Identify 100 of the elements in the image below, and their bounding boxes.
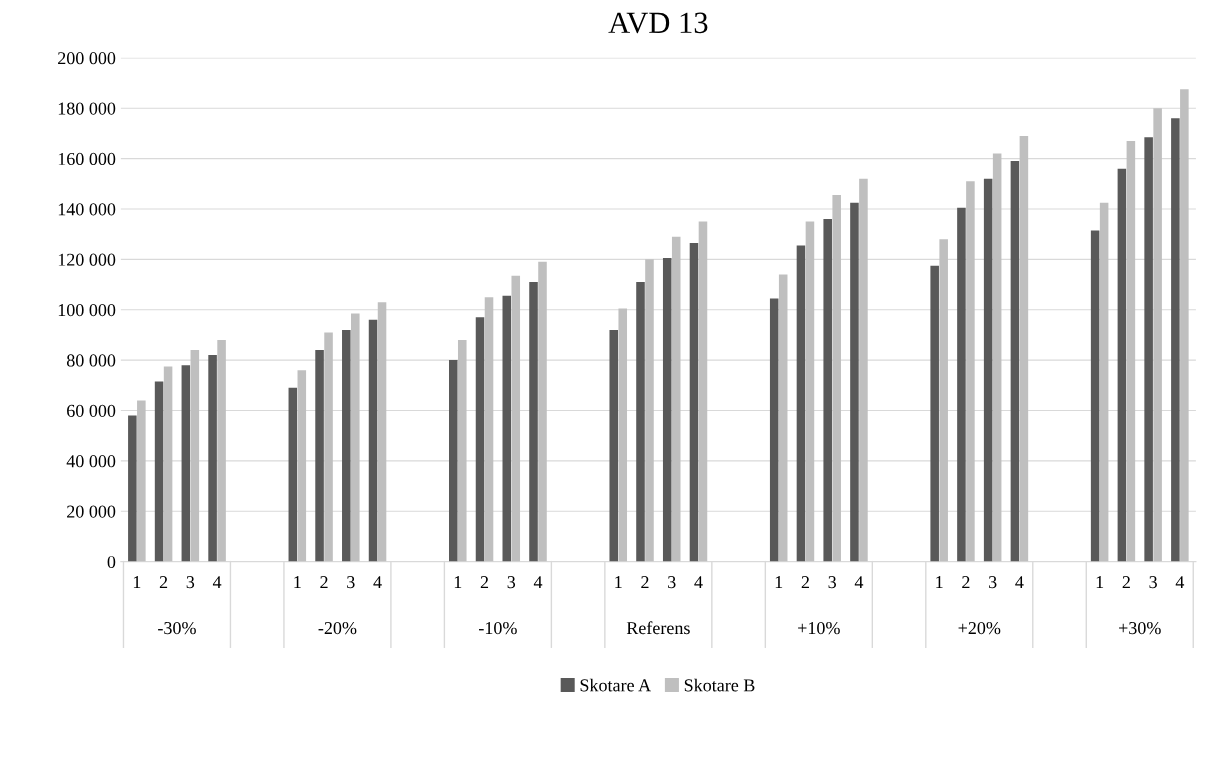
text: -10% xyxy=(479,621,517,635)
x-tick-label: 4 xyxy=(1015,576,1024,589)
bar xyxy=(983,178,993,562)
bar xyxy=(823,219,832,562)
text: Referens xyxy=(626,621,690,635)
bar xyxy=(351,313,360,562)
text: -20% xyxy=(318,621,357,635)
y-tick-label: 0 xyxy=(107,555,116,569)
x-tick-label: 1 xyxy=(936,576,943,589)
y-tick-label: 160 000 xyxy=(58,152,116,166)
y-tick-label: 40 000 xyxy=(66,455,116,468)
x-tick-label: 4 xyxy=(854,576,864,589)
bar xyxy=(377,302,387,562)
y-tick-label: 60 000 xyxy=(67,404,116,417)
bar xyxy=(796,245,806,562)
bar xyxy=(475,317,485,562)
bar xyxy=(1144,137,1153,562)
bar xyxy=(930,265,939,562)
bar xyxy=(645,259,654,562)
x-tick-label: 3 xyxy=(507,576,516,589)
bar xyxy=(1090,230,1100,562)
bar xyxy=(957,207,966,562)
bar xyxy=(315,350,324,562)
bar xyxy=(609,329,619,562)
x-tick-label: 3 xyxy=(186,576,195,589)
bar xyxy=(368,319,378,562)
x-tick-label: 2 xyxy=(962,576,970,589)
bar xyxy=(769,298,779,562)
x-tick-label: 4 xyxy=(373,576,382,589)
bar xyxy=(939,239,948,562)
bar xyxy=(698,221,708,562)
x-tick-label: 2 xyxy=(159,576,168,589)
x-tick-label: 4 xyxy=(694,576,703,589)
legend-label: Skotare B xyxy=(684,678,755,692)
bar xyxy=(992,153,1002,562)
x-tick-label: 2 xyxy=(1122,576,1130,589)
text: -30% xyxy=(158,621,196,635)
x-tick-label: 3 xyxy=(1149,576,1157,589)
bar xyxy=(208,355,217,562)
bar xyxy=(502,295,512,562)
y-tick-label: 80 000 xyxy=(66,354,116,367)
y-tick-label: 100 000 xyxy=(58,303,116,317)
x-tick-label: 4 xyxy=(212,576,222,589)
bar xyxy=(1171,118,1180,562)
bar xyxy=(137,400,146,562)
x-tick-label: 1 xyxy=(615,576,622,589)
bar xyxy=(636,282,645,562)
bar xyxy=(324,332,333,562)
bar xyxy=(181,365,191,562)
text: +20% xyxy=(958,621,1001,635)
bar xyxy=(288,387,298,562)
chart-title: AVD 13 xyxy=(608,12,708,34)
bar xyxy=(297,370,307,562)
x-tick-label: 2 xyxy=(641,576,649,589)
y-tick-label: 120 000 xyxy=(58,253,116,266)
bar xyxy=(850,202,859,562)
bar xyxy=(1180,89,1189,562)
bar xyxy=(484,297,494,562)
x-tick-label: 3 xyxy=(668,576,676,589)
x-tick-label: 3 xyxy=(828,576,837,589)
x-tick-label: 3 xyxy=(347,576,355,589)
x-tick-label: 1 xyxy=(1096,576,1104,589)
bar xyxy=(662,258,672,562)
bar xyxy=(457,339,467,562)
bar xyxy=(618,308,628,562)
bar xyxy=(511,275,521,562)
bar xyxy=(778,274,788,562)
bar xyxy=(1010,161,1020,562)
x-tick-label: 2 xyxy=(320,576,328,589)
bar xyxy=(449,360,458,562)
legend-label: Skotare A xyxy=(580,678,652,692)
text: +30% xyxy=(1119,621,1161,635)
y-tick-label: 180 000 xyxy=(58,102,116,115)
bar xyxy=(1099,202,1109,562)
x-tick-label: 1 xyxy=(454,576,462,589)
bar xyxy=(1153,108,1162,562)
y-tick-label: 200 000 xyxy=(58,52,116,65)
x-tick-label: 1 xyxy=(775,576,783,589)
y-tick-label: 20 000 xyxy=(67,505,116,518)
x-tick-label: 2 xyxy=(801,576,809,589)
bar xyxy=(529,282,538,562)
x-tick-label: 2 xyxy=(480,576,489,589)
text: +10% xyxy=(798,621,840,635)
bar xyxy=(163,366,173,562)
x-tick-label: 1 xyxy=(133,576,141,589)
x-tick-label: 3 xyxy=(989,576,997,589)
bar xyxy=(217,339,226,562)
bar xyxy=(190,350,200,562)
x-tick-label: 4 xyxy=(1175,576,1185,589)
bar xyxy=(154,381,164,562)
bar xyxy=(1117,168,1127,562)
bar xyxy=(1126,140,1136,562)
bar xyxy=(128,415,137,562)
y-tick-label: 140 000 xyxy=(58,203,116,216)
bar xyxy=(966,181,975,562)
bar xyxy=(1019,135,1029,562)
bar xyxy=(538,261,547,562)
bar xyxy=(689,242,699,562)
x-tick-label: 4 xyxy=(533,576,543,589)
bar xyxy=(805,221,815,562)
